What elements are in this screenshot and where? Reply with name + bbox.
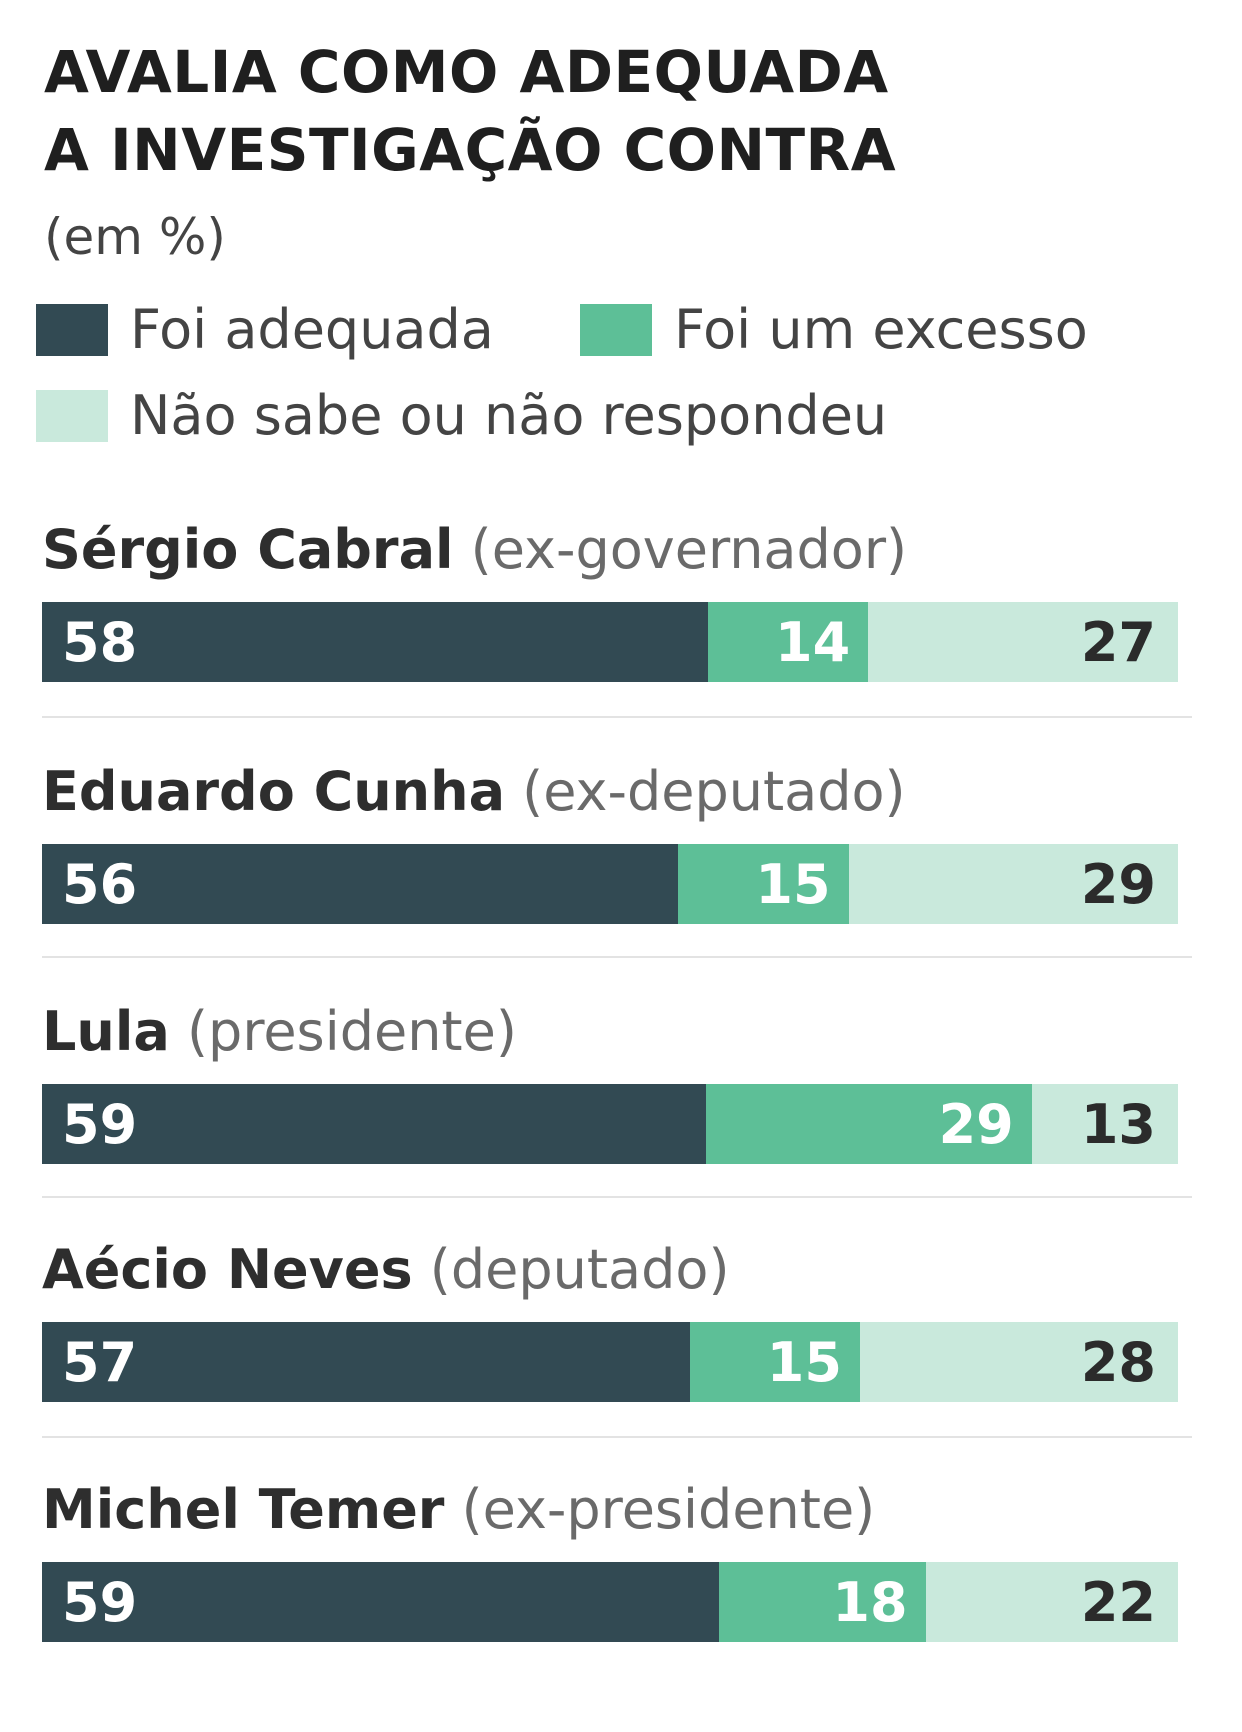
bar-segment-adequada: 57	[42, 1322, 690, 1402]
legend-label-nao-sabe: Não sabe ou não respondeu	[130, 384, 888, 447]
data-label-adequada: 59	[62, 1570, 138, 1634]
category-role: (deputado)	[412, 1238, 730, 1301]
category-label-michel-temer: Michel Temer (ex-presidente)	[42, 1478, 875, 1541]
row-divider	[42, 1436, 1192, 1438]
category-name: Lula	[42, 1000, 170, 1063]
category-label-sergio-cabral: Sérgio Cabral (ex-governador)	[42, 518, 907, 581]
bar-sergio-cabral: 58 14 27	[42, 602, 1178, 682]
bar-segment-adequada: 59	[42, 1562, 719, 1642]
legend-label-excesso: Foi um excesso	[674, 298, 1088, 361]
bar-segment-nao-sabe: 13	[1031, 1084, 1178, 1164]
chart-title-line-2: A INVESTIGAÇÃO CONTRA	[44, 116, 897, 184]
data-label-excesso: 29	[938, 1092, 1014, 1156]
data-label-nao-sabe: 28	[1080, 1330, 1156, 1394]
category-label-lula: Lula (presidente)	[42, 1000, 517, 1063]
category-role: (ex-presidente)	[444, 1478, 876, 1541]
data-label-nao-sabe: 13	[1080, 1092, 1156, 1156]
legend-label-adequada: Foi adequada	[130, 298, 494, 361]
data-label-adequada: 59	[62, 1092, 138, 1156]
bar-segment-excesso: 15	[678, 844, 849, 924]
bar-segment-nao-sabe: 28	[859, 1322, 1178, 1402]
bar-segment-nao-sabe: 29	[848, 844, 1178, 924]
bar-segment-excesso: 15	[689, 1322, 860, 1402]
data-label-adequada: 57	[62, 1330, 138, 1394]
legend-item-excesso: Foi um excesso	[580, 298, 1088, 361]
data-label-adequada: 58	[62, 610, 138, 674]
data-label-excesso: 15	[755, 852, 831, 916]
bar-segment-excesso: 14	[707, 602, 869, 682]
row-divider	[42, 1196, 1192, 1198]
row-divider	[42, 956, 1192, 958]
row-divider	[42, 716, 1192, 718]
bar-lula: 59 29 13	[42, 1084, 1178, 1164]
data-label-excesso: 15	[766, 1330, 842, 1394]
legend-item-nao-sabe: Não sabe ou não respondeu	[36, 384, 887, 447]
data-label-nao-sabe: 22	[1080, 1570, 1156, 1634]
bar-segment-nao-sabe: 27	[868, 602, 1178, 682]
legend-item-adequada: Foi adequada	[36, 298, 494, 361]
chart-title-line-1: AVALIA COMO ADEQUADA	[44, 38, 889, 106]
bar-segment-adequada: 56	[42, 844, 679, 924]
bar-segment-excesso: 18	[719, 1562, 926, 1642]
data-label-excesso: 14	[775, 610, 851, 674]
data-label-adequada: 56	[62, 852, 138, 916]
bar-segment-excesso: 29	[705, 1084, 1032, 1164]
legend-swatch-nao-sabe	[36, 389, 108, 442]
legend-swatch-adequada	[36, 303, 108, 356]
category-name: Eduardo Cunha	[42, 760, 506, 823]
bar-segment-nao-sabe: 22	[925, 1562, 1178, 1642]
category-role: (presidente)	[169, 1000, 517, 1063]
chart-subtitle: (em %)	[44, 208, 226, 266]
category-label-aecio-neves: Aécio Neves (deputado)	[42, 1238, 730, 1301]
category-role: (ex-governador)	[453, 518, 908, 581]
bar-eduardo-cunha: 56 15 29	[42, 844, 1178, 924]
category-role: (ex-deputado)	[505, 760, 906, 823]
bar-aecio-neves: 57 15 28	[42, 1322, 1178, 1402]
category-name: Sérgio Cabral	[42, 518, 454, 581]
bar-segment-adequada: 59	[42, 1084, 706, 1164]
data-label-excesso: 18	[832, 1570, 908, 1634]
category-label-eduardo-cunha: Eduardo Cunha (ex-deputado)	[42, 760, 906, 823]
bar-segment-adequada: 58	[42, 602, 708, 682]
data-label-nao-sabe: 27	[1080, 610, 1156, 674]
legend-swatch-excesso	[580, 303, 652, 356]
bar-michel-temer: 59 18 22	[42, 1562, 1178, 1642]
data-label-nao-sabe: 29	[1080, 852, 1156, 916]
category-name: Michel Temer	[42, 1478, 445, 1541]
category-name: Aécio Neves	[42, 1238, 413, 1301]
